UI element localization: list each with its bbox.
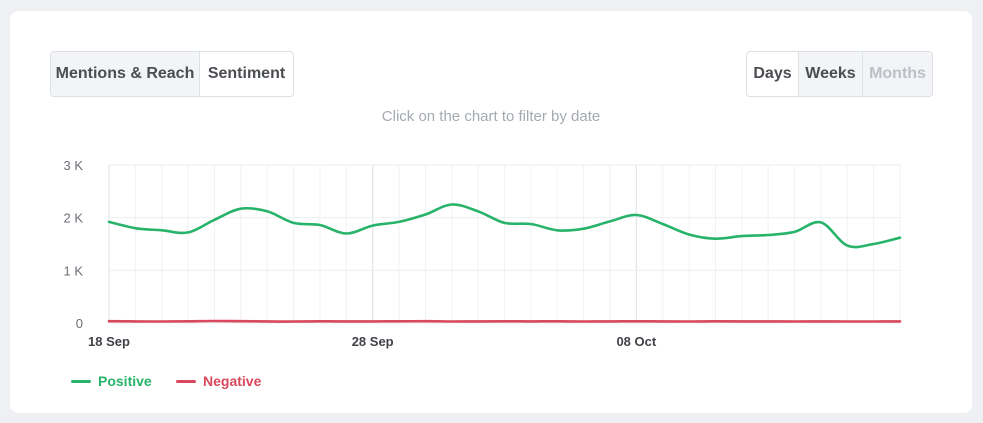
x-tick-label: 28 Sep bbox=[352, 334, 394, 349]
y-tick-label: 1 K bbox=[63, 263, 83, 278]
tab-sentiment[interactable]: Sentiment bbox=[207, 65, 286, 82]
x-tick-label: 08 Oct bbox=[616, 334, 656, 349]
y-tick-label: 0 bbox=[76, 316, 83, 331]
y-tick-label: 2 K bbox=[63, 211, 83, 226]
y-tick-label: 3 K bbox=[63, 158, 83, 173]
period-months-button[interactable]: Months bbox=[863, 52, 932, 96]
legend-item-negative[interactable]: Negative bbox=[176, 373, 261, 389]
legend-swatch-negative bbox=[176, 379, 196, 383]
sentiment-card: Mentions & Reach Sentiment Days Weeks Mo… bbox=[10, 11, 972, 413]
period-weeks-button[interactable]: Weeks bbox=[799, 52, 863, 96]
tab-mentions-reach[interactable]: Mentions & Reach bbox=[51, 52, 200, 96]
x-tick-label: 18 Sep bbox=[88, 334, 130, 349]
sentiment-chart[interactable]: 0 1 K 2 K 3 K 18 Sep 28 Sep 08 Oct bbox=[10, 11, 972, 413]
period-days-button[interactable]: Days bbox=[747, 52, 799, 96]
chart-hint: Click on the chart to filter by date bbox=[381, 108, 601, 125]
period-toggle: Days Weeks Months bbox=[746, 51, 933, 97]
chart-type-toggle: Mentions & Reach Sentiment bbox=[50, 51, 294, 97]
legend-label-positive: Positive bbox=[98, 373, 152, 389]
series-line-negative bbox=[107, 319, 902, 323]
legend-label-negative: Negative bbox=[203, 373, 262, 389]
legend-swatch-positive bbox=[71, 379, 91, 383]
series-line-positive bbox=[107, 203, 902, 249]
legend-item-positive[interactable]: Positive bbox=[71, 373, 152, 389]
